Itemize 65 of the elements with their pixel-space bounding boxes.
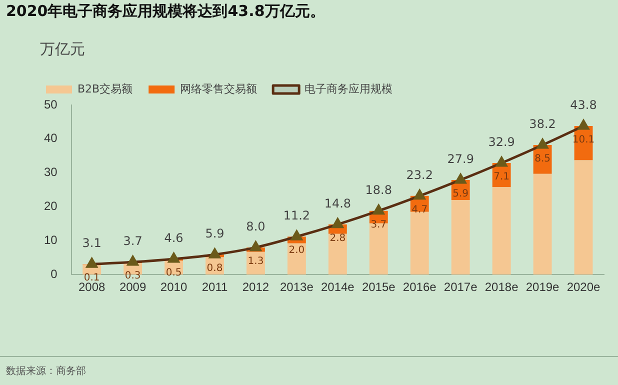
data-label: 23.2 — [406, 168, 433, 182]
point — [536, 138, 548, 149]
legend-label: B2B交易额 — [78, 82, 133, 96]
data-label: 4.6 — [164, 231, 184, 246]
point — [332, 218, 344, 228]
data-label: 2.8 — [330, 232, 346, 244]
data-label: 32.9 — [488, 135, 515, 150]
point — [168, 252, 180, 263]
x-tick-label: 2017e — [444, 280, 478, 294]
legend-label: 网络零售交易额 — [180, 82, 258, 96]
legend-label: 电子商务应用规模 — [304, 82, 393, 96]
data-label: 1.3 — [248, 256, 264, 268]
x-tick-label: 2011 — [202, 280, 228, 294]
data-label: 14.8 — [324, 196, 352, 211]
x-tick-label: 2009 — [119, 280, 146, 294]
y-tick-label: 10 — [44, 232, 58, 247]
data-label: 8.5 — [534, 154, 550, 165]
point — [209, 248, 220, 258]
y-axis-title: 万亿元 — [40, 40, 85, 59]
bar — [287, 243, 306, 275]
data-label: 7.1 — [494, 172, 510, 183]
point — [250, 241, 262, 252]
point — [373, 204, 384, 215]
y-tick-label: 50 — [44, 97, 58, 112]
data-label: 43.8 — [570, 98, 597, 112]
x-tick-label: 2020e — [566, 280, 601, 294]
x-tick-label: 2013e — [280, 280, 314, 294]
point — [496, 156, 508, 167]
data-label: 27.9 — [447, 152, 474, 166]
x-tick-label: 2014e — [320, 280, 355, 294]
bar — [492, 187, 511, 275]
data-label: 38.2 — [529, 117, 556, 132]
y-tick-label: 30 — [44, 165, 58, 180]
point — [578, 120, 590, 130]
bar — [574, 160, 593, 275]
data-label: 3.1 — [82, 236, 102, 250]
data-label: 5.9 — [205, 226, 224, 241]
x-tick-label: 2018e — [484, 280, 519, 294]
x-tick-label: 2012 — [242, 280, 270, 294]
x-tick-label: 2019e — [526, 280, 560, 294]
source-note: 数据来源：商务部 — [6, 364, 86, 378]
data-label: 3.7 — [123, 234, 142, 248]
data-label: 11.2 — [283, 208, 310, 223]
x-tick-label: 2015e — [362, 280, 396, 294]
y-tick-label: 20 — [44, 199, 58, 214]
data-label: 18.8 — [365, 182, 392, 197]
point — [455, 174, 466, 184]
data-label: 2.0 — [288, 245, 305, 256]
x-tick-label: 2016e — [402, 280, 437, 294]
y-tick-label: 40 — [44, 131, 58, 146]
bar — [328, 234, 347, 275]
point — [291, 230, 302, 240]
bar — [451, 200, 470, 275]
point — [414, 190, 426, 200]
data-label: 0.8 — [206, 263, 223, 274]
bar — [533, 174, 552, 275]
data-label: 8.0 — [246, 220, 266, 234]
y-tick-label: 0 — [50, 266, 58, 281]
point — [127, 256, 138, 266]
data-label: 0.3 — [124, 270, 141, 282]
data-label: 5.9 — [452, 188, 469, 200]
bar — [410, 212, 429, 275]
chart-title: 2020年电子商务应用规模将达到43.8万亿元。 — [6, 2, 325, 21]
point — [86, 258, 98, 268]
x-tick-label: 2010 — [160, 280, 188, 294]
